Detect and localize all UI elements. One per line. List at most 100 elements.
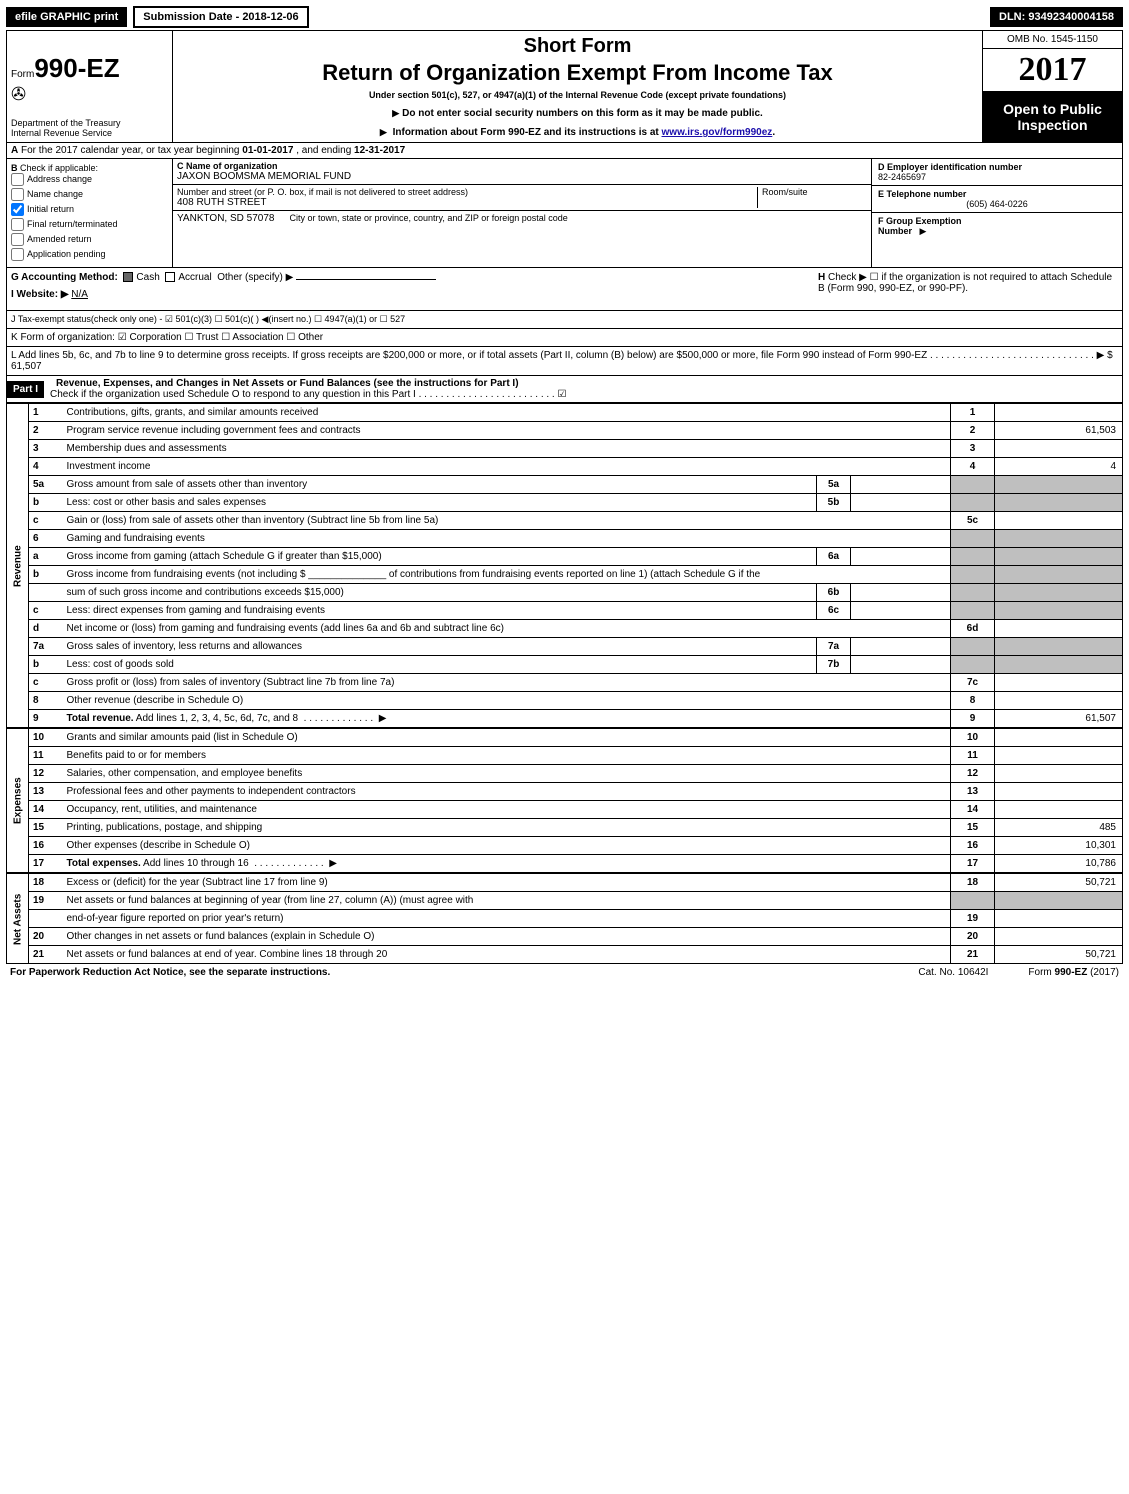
line-desc: Gross amount from sale of assets other t… [63,476,817,494]
box-b-label: Final return/terminated [27,219,118,229]
right-line-number: 10 [951,729,995,747]
mid-line-value [851,494,951,512]
right-line-number [951,602,995,620]
line-row: 5aGross amount from sale of assets other… [7,476,1123,494]
right-line-number [951,494,995,512]
box-b-checkbox[interactable] [11,218,24,231]
right-line-number [951,476,995,494]
line-row: 15Printing, publications, postage, and s… [7,819,1123,837]
right-line-number: 8 [951,692,995,710]
line-desc: Benefits paid to or for members [63,747,951,765]
revenue-table: Revenue1Contributions, gifts, grants, an… [6,403,1123,728]
line-desc: sum of such gross income and contributio… [63,584,817,602]
right-line-value [995,530,1123,548]
box-b-checkbox[interactable] [11,203,24,216]
org-city: YANKTON, SD 57078 [177,213,274,224]
right-line-value: 61,507 [995,710,1123,728]
line-desc: Grants and similar amounts paid (list in… [63,729,951,747]
row-g: G Accounting Method: Cash Accrual Other … [11,272,812,283]
line-row: 4Investment income44 [7,458,1123,476]
line-number: 20 [29,928,63,946]
line-number: 18 [29,874,63,892]
box-b-item[interactable]: Amended return [11,233,168,246]
irs-link[interactable]: www.irs.gov/form990ez [662,127,773,138]
right-line-value [995,638,1123,656]
line-desc: Gross sales of inventory, less returns a… [63,638,817,656]
right-line-value [995,602,1123,620]
line-desc: Net assets or fund balances at end of ye… [63,946,951,964]
right-line-value: 50,721 [995,874,1123,892]
box-b-item[interactable]: Application pending [11,248,168,261]
line-number: 13 [29,783,63,801]
footer-left: For Paperwork Reduction Act Notice, see … [10,967,330,978]
right-line-value [995,892,1123,910]
box-b-item[interactable]: Name change [11,188,168,201]
box-b-item[interactable]: Initial return [11,203,168,216]
line-number: 3 [29,440,63,458]
right-line-value [995,404,1123,422]
right-line-value: 10,301 [995,837,1123,855]
box-b-checkbox[interactable] [11,173,24,186]
org-name: JAXON BOOMSMA MEMORIAL FUND [177,171,867,182]
accrual-checkbox[interactable] [165,272,175,282]
line-number: 5a [29,476,63,494]
right-line-number: 17 [951,855,995,873]
line-desc: Excess or (deficit) for the year (Subtra… [63,874,951,892]
right-line-number: 5c [951,512,995,530]
section-ghi: G Accounting Method: Cash Accrual Other … [6,268,1123,311]
right-line-value [995,656,1123,674]
box-b-item[interactable]: Address change [11,173,168,186]
line-row: 9Total revenue. Add lines 1, 2, 3, 4, 5c… [7,710,1123,728]
right-line-value [995,729,1123,747]
right-line-value [995,440,1123,458]
box-b-checkbox[interactable] [11,233,24,246]
right-line-number: 12 [951,765,995,783]
mid-line-number: 6a [817,548,851,566]
box-b-checkbox[interactable] [11,248,24,261]
box-b-checkbox[interactable] [11,188,24,201]
line-number: c [29,512,63,530]
submission-date: Submission Date - 2018-12-06 [133,6,308,28]
right-line-number [951,656,995,674]
row-h: H Check ▶ ☐ if the organization is not r… [818,272,1118,306]
open-to-public: Open to Public Inspection [983,92,1122,142]
line-row: 2Program service revenue including gover… [7,422,1123,440]
line-row: 21Net assets or fund balances at end of … [7,946,1123,964]
g-label: G Accounting Method: [11,272,118,283]
right-line-number [951,530,995,548]
line-number [29,584,63,602]
line-desc: Program service revenue including govern… [63,422,951,440]
tax-year: 2017 [983,49,1122,92]
line-desc: Less: cost of goods sold [63,656,817,674]
footer-right: Form 990-EZ (2017) [1028,967,1119,978]
i-label: I Website: ▶ [11,289,69,300]
line-row: 19Net assets or fund balances at beginni… [7,892,1123,910]
line-number: 7a [29,638,63,656]
h-text: Check ▶ ☐ if the organization is not req… [818,272,1112,294]
line-number: c [29,602,63,620]
c-addr-label: Number and street (or P. O. box, if mail… [177,187,757,197]
line-row: sum of such gross income and contributio… [7,584,1123,602]
box-c: C Name of organization JAXON BOOMSMA MEM… [173,159,872,267]
line-row: Revenue1Contributions, gifts, grants, an… [7,404,1123,422]
cash-checkbox[interactable] [123,272,133,282]
mid-line-number: 7a [817,638,851,656]
right-line-value [995,928,1123,946]
header-middle: Short Form Return of Organization Exempt… [173,31,982,142]
line-number: a [29,548,63,566]
page-footer: For Paperwork Reduction Act Notice, see … [6,964,1123,981]
line-row: 14Occupancy, rent, utilities, and mainte… [7,801,1123,819]
line-desc: Investment income [63,458,951,476]
row-a-tax-year: A For the 2017 calendar year, or tax yea… [6,143,1123,159]
right-line-number: 19 [951,910,995,928]
row-a-end: 12-31-2017 [354,145,405,156]
line-desc: Other changes in net assets or fund bala… [63,928,951,946]
right-line-number: 16 [951,837,995,855]
right-line-value [995,801,1123,819]
section-side-label: Revenue [7,404,29,728]
line-row: bLess: cost of goods sold7b [7,656,1123,674]
left-ghi: G Accounting Method: Cash Accrual Other … [11,272,812,306]
box-b-label: Name change [27,189,83,199]
line-desc: Net assets or fund balances at beginning… [63,892,951,910]
box-b-item[interactable]: Final return/terminated [11,218,168,231]
